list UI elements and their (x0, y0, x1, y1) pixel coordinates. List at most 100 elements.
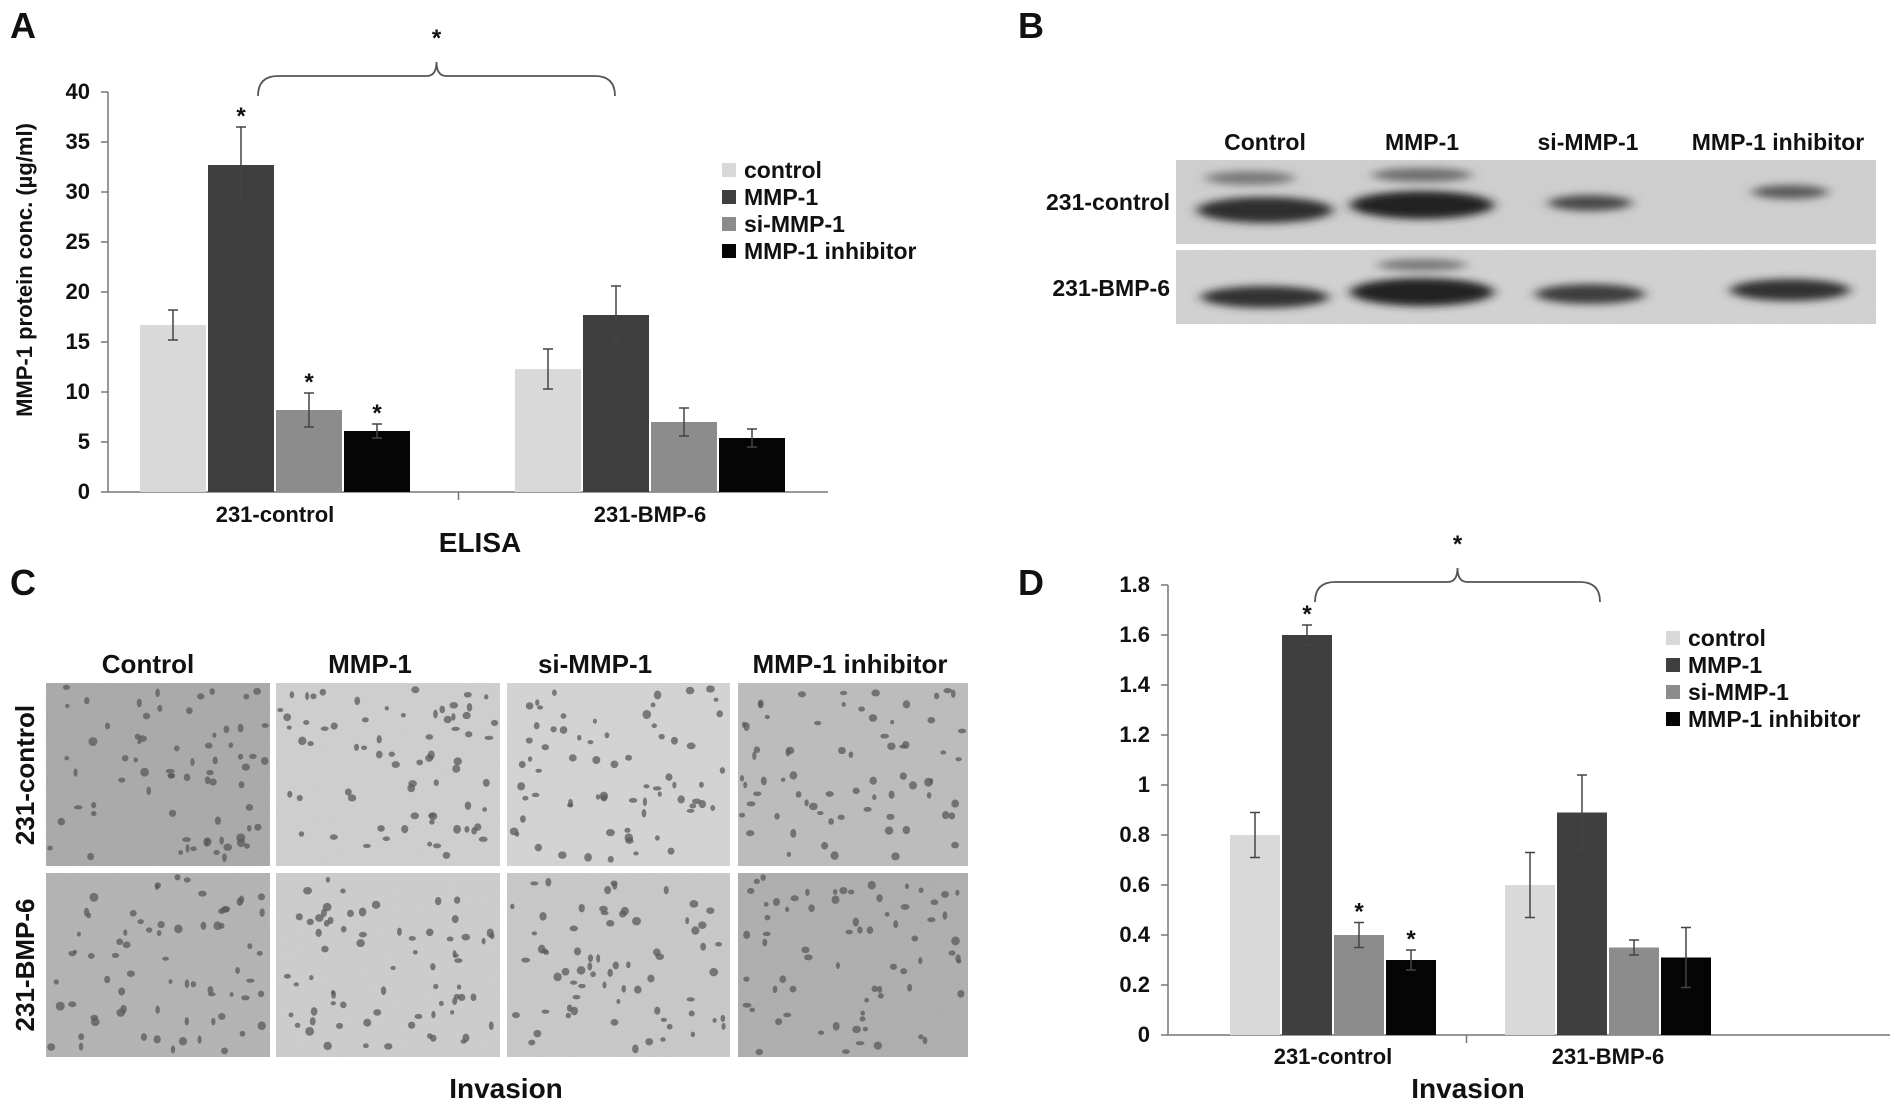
invading-cell (804, 799, 809, 807)
invading-cell (884, 911, 890, 917)
invading-cell (442, 851, 451, 859)
invading-cell (464, 801, 472, 810)
blot-row-label: 231-BMP-6 (1052, 275, 1170, 301)
invading-cell (907, 983, 913, 992)
invading-cell (605, 829, 615, 837)
invading-cell (746, 801, 756, 807)
legend-entry: control (744, 157, 822, 183)
invading-cell (604, 732, 610, 739)
invading-cell (612, 882, 618, 890)
invading-cell (433, 779, 439, 787)
legend-entry: control (1688, 625, 1766, 651)
invading-cell (789, 771, 798, 780)
invading-cell (257, 893, 266, 901)
invading-cell (167, 772, 176, 779)
invading-cell (685, 686, 695, 695)
invading-cell (88, 737, 98, 747)
invading-cell (552, 689, 557, 696)
invading-cell (699, 781, 704, 788)
chart-a-categories: 231-control 231-BMP-6 (216, 502, 707, 527)
invading-cell (319, 688, 326, 696)
invading-cell (700, 942, 707, 951)
invading-cell (220, 906, 230, 913)
invading-cell (832, 1021, 840, 1031)
blot-band (1377, 259, 1467, 271)
micrograph-texture (507, 683, 730, 866)
western-blot: Control MMP-1 si-MMP-1 MMP-1 inhibitor 2… (1046, 129, 1876, 324)
invading-cell (531, 931, 538, 936)
invading-cell (942, 911, 948, 920)
invading-cell (209, 688, 215, 695)
category-label: 231-BMP-6 (594, 502, 706, 527)
invading-cell (743, 722, 750, 731)
invading-cell (747, 887, 755, 895)
invading-cell (397, 927, 402, 936)
invading-cell (410, 812, 420, 820)
invading-cell (584, 852, 592, 862)
invading-cell (902, 700, 911, 709)
invading-cell (716, 710, 724, 718)
invading-cell (876, 894, 883, 903)
invading-cell (527, 756, 533, 762)
invading-cell (340, 1001, 347, 1009)
invading-cell (899, 772, 907, 780)
invading-cell (53, 979, 59, 985)
invading-cell (204, 776, 211, 785)
invading-cell (183, 877, 191, 883)
invading-cell (140, 1033, 148, 1041)
invading-cell (90, 1014, 99, 1021)
bracket-star: * (1453, 531, 1463, 558)
invading-cell (691, 926, 700, 935)
invading-cell (375, 750, 383, 759)
invading-cell (490, 719, 499, 727)
invading-cell (762, 938, 768, 947)
invading-cell (803, 954, 813, 961)
invading-cell (184, 979, 190, 989)
invading-cell (261, 723, 269, 728)
invading-cell (779, 975, 787, 983)
invading-cell (136, 698, 142, 708)
micrograph-texture (46, 683, 270, 866)
invading-cell (706, 907, 715, 914)
invading-cell (743, 930, 751, 939)
invading-cell (568, 798, 573, 808)
invading-cell (47, 845, 53, 851)
invading-cell (78, 1033, 85, 1041)
invading-cell (606, 919, 615, 927)
invading-cell (634, 985, 642, 994)
invading-cell (933, 692, 940, 700)
invading-cell (908, 781, 917, 790)
invading-cell (667, 847, 675, 855)
invading-cell (786, 851, 792, 857)
invading-cell (488, 1021, 494, 1031)
invading-cell (243, 693, 250, 700)
invading-cell (47, 1043, 56, 1051)
invading-cell (64, 755, 70, 761)
invading-cell (411, 686, 420, 694)
invading-cell (407, 784, 416, 793)
invading-cell (89, 892, 99, 902)
invading-cell (186, 707, 193, 715)
invading-cell (686, 742, 696, 750)
invading-cell (207, 986, 214, 995)
invading-cell (607, 855, 614, 863)
invading-cell (539, 912, 547, 921)
invading-cell (510, 903, 515, 910)
invading-cell (91, 810, 97, 817)
chart-a-bracket: * (257, 25, 616, 97)
invading-cell (642, 797, 647, 807)
legend-entry: si-MMP-1 (1688, 679, 1789, 705)
invading-cell (462, 711, 471, 720)
legend-swatch (722, 244, 736, 258)
invading-cell (62, 684, 70, 690)
blot-column-label: si-MMP-1 (1538, 129, 1639, 155)
invading-cell (663, 885, 669, 895)
invading-cell (235, 966, 240, 974)
y-tick-label: 1.8 (1119, 572, 1150, 597)
invading-cell (877, 993, 884, 999)
invading-cell (660, 1017, 667, 1022)
invading-cell (948, 812, 956, 820)
invading-cell (238, 781, 245, 789)
invading-cell (190, 981, 197, 988)
